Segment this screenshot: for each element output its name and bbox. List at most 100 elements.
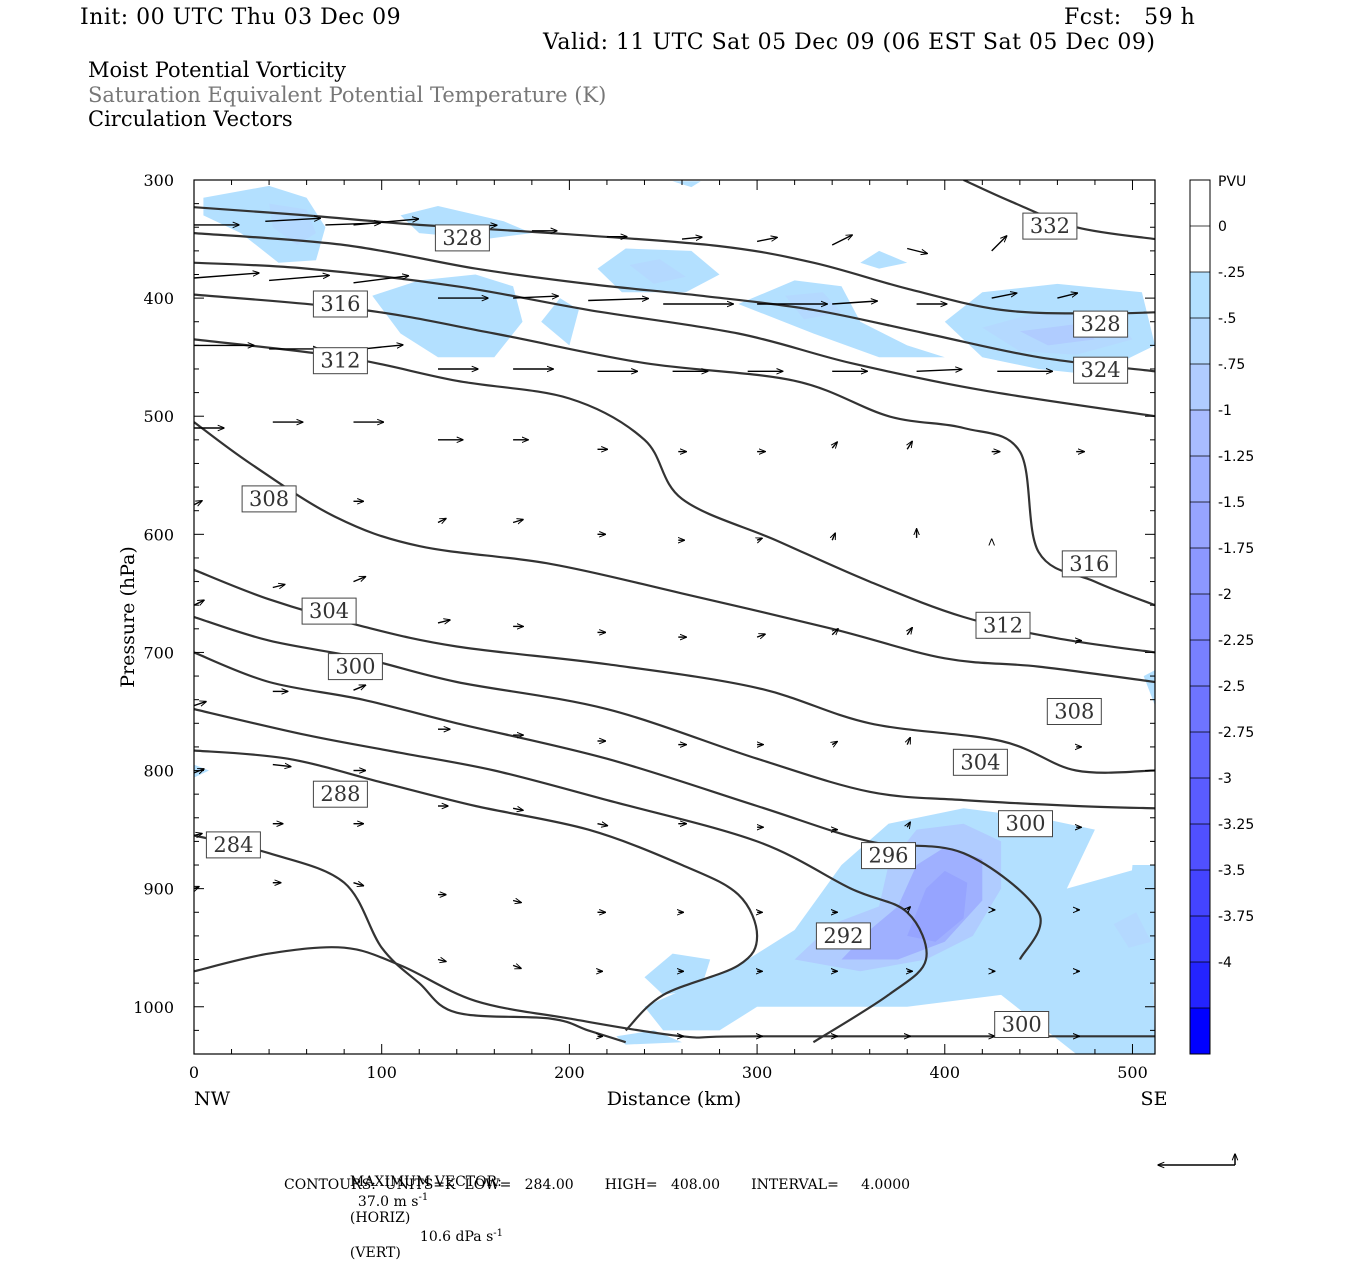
svg-text:284: 284	[213, 833, 253, 857]
colorbar-swatch	[1190, 824, 1210, 871]
valid-time: Valid: 11 UTC Sat 05 Dec 09 (06 EST Sat …	[543, 30, 1156, 55]
colorbar-swatch	[1190, 364, 1210, 411]
circulation-vector	[907, 907, 910, 910]
contour-line-328	[194, 232, 1155, 373]
circulation-vector	[597, 824, 608, 826]
circulation-vector	[513, 296, 558, 298]
circulation-vector	[512, 901, 521, 903]
svg-text:300: 300	[1005, 812, 1045, 836]
contour-label: 312	[312, 347, 368, 375]
vert-unit: (VERT)	[349, 1245, 401, 1261]
x-tick-label: 500	[1117, 1063, 1148, 1082]
circulation-vector	[756, 237, 777, 243]
y-tick-label: 500	[143, 407, 174, 426]
circulation-vector	[194, 702, 206, 706]
axes: 0 100 200 300 400 500 300 400 500 600 700 800 900 100…	[133, 171, 1155, 1082]
x-tick-label: 0	[189, 1063, 199, 1082]
circulation-vector	[194, 834, 202, 836]
colorbar-swatch	[1190, 594, 1210, 641]
circulation-vector	[353, 219, 419, 226]
colorbar-label: -2	[1218, 587, 1232, 603]
svg-text:292: 292	[823, 924, 863, 948]
svg-text:316: 316	[1069, 552, 1109, 576]
circulation-vector	[832, 301, 877, 305]
circulation-vector	[269, 275, 329, 282]
circulation-vector	[681, 237, 702, 239]
colorbar-label: -3	[1218, 771, 1232, 787]
contour-label: 328	[434, 224, 490, 252]
colorbar-swatch	[1190, 1008, 1210, 1055]
contour-label: 300	[327, 653, 383, 681]
pv-region	[616, 1030, 682, 1045]
svg-text:288: 288	[320, 782, 360, 806]
circulation-vector	[832, 629, 838, 635]
colorbar-label: -3.75	[1218, 909, 1254, 925]
circulation-vector	[991, 293, 1017, 299]
max-vector-text: MAXIMUM VECTOR: 37.0 m s-1 (HORIZ) 10.6 …	[341, 1158, 503, 1261]
contour-label: 316	[312, 290, 368, 318]
colorbar-swatch	[1190, 686, 1210, 733]
contour-line-328	[194, 206, 1155, 315]
contour-label: 328	[1073, 310, 1129, 338]
pv-region	[203, 185, 326, 263]
colorbar-label: -1.75	[1218, 541, 1254, 557]
pv-region	[1143, 670, 1155, 706]
circulation-vector	[512, 520, 523, 523]
circulation-vector	[437, 519, 446, 523]
circulation-vector	[194, 600, 204, 605]
svg-text:304: 304	[309, 599, 349, 623]
circulation-vector	[194, 501, 202, 505]
contour-label: 296	[861, 842, 916, 870]
circulation-vector	[907, 247, 927, 254]
contour-line-296	[194, 651, 1042, 961]
x-axis-label: Distance (km)	[607, 1088, 742, 1110]
y-tick-label: 400	[143, 289, 174, 308]
pv-region	[738, 280, 945, 358]
colorbar-swatch	[1190, 456, 1210, 503]
circulation-vector	[832, 442, 837, 448]
colorbar-swatch	[1190, 732, 1210, 779]
contour-line-324	[194, 261, 1155, 418]
x-end-label-right: SE	[1141, 1088, 1168, 1110]
circulation-vector	[272, 585, 285, 588]
colorbar-swatch	[1190, 272, 1210, 319]
x-tick-label: 100	[366, 1063, 397, 1082]
colorbar-label: -3.5	[1218, 863, 1245, 879]
colorbar-swatch	[1190, 318, 1210, 365]
pv-region	[1113, 912, 1152, 948]
y-tick-label: 700	[143, 643, 174, 662]
circulation-vector	[437, 960, 446, 962]
init-time: Init: 00 UTC Thu 03 Dec 09	[80, 5, 402, 30]
colorbar-swatch	[1190, 226, 1210, 273]
x-end-label-left: NW	[194, 1088, 231, 1110]
forecast-hour: Fcst: 59 h	[1064, 5, 1196, 30]
circulation-vector	[362, 345, 403, 350]
contour-line-308	[194, 421, 1155, 684]
colorbar-swatch	[1190, 778, 1210, 825]
contour-labels: 328 332 316 328 312 324 308 316 304 312 300 308 304 2…	[205, 212, 1129, 1038]
colorbar-swatch	[1190, 916, 1210, 963]
colorbar-label: -1.5	[1218, 495, 1245, 511]
colorbar-label: -1.25	[1218, 449, 1254, 465]
max-vert-value: 10.6 dPa s	[419, 1229, 494, 1246]
circulation-vector	[907, 822, 910, 827]
contour-label: 308	[1046, 698, 1102, 725]
circulation-vectors	[194, 218, 1111, 1036]
circulation-vector	[1057, 293, 1077, 299]
svg-text:304: 304	[960, 750, 1000, 774]
contour-label: 308	[241, 485, 297, 513]
contour-label: 300	[998, 810, 1053, 838]
pv-region	[194, 764, 209, 778]
y-tick-label: 300	[143, 171, 174, 190]
colorbar-swatch	[1190, 502, 1210, 549]
colorbar-swatch	[1190, 640, 1210, 687]
circulation-vector	[831, 235, 852, 246]
circulation-vector	[991, 236, 1007, 252]
pv-region	[541, 298, 579, 346]
circulation-vector	[757, 538, 762, 540]
pv-region	[907, 870, 968, 942]
field-title-mpv: Moist Potential Vorticity	[88, 58, 346, 82]
colorbar-swatch	[1190, 410, 1210, 457]
pv-region	[860, 250, 908, 269]
contour-label: 312	[975, 611, 1031, 639]
